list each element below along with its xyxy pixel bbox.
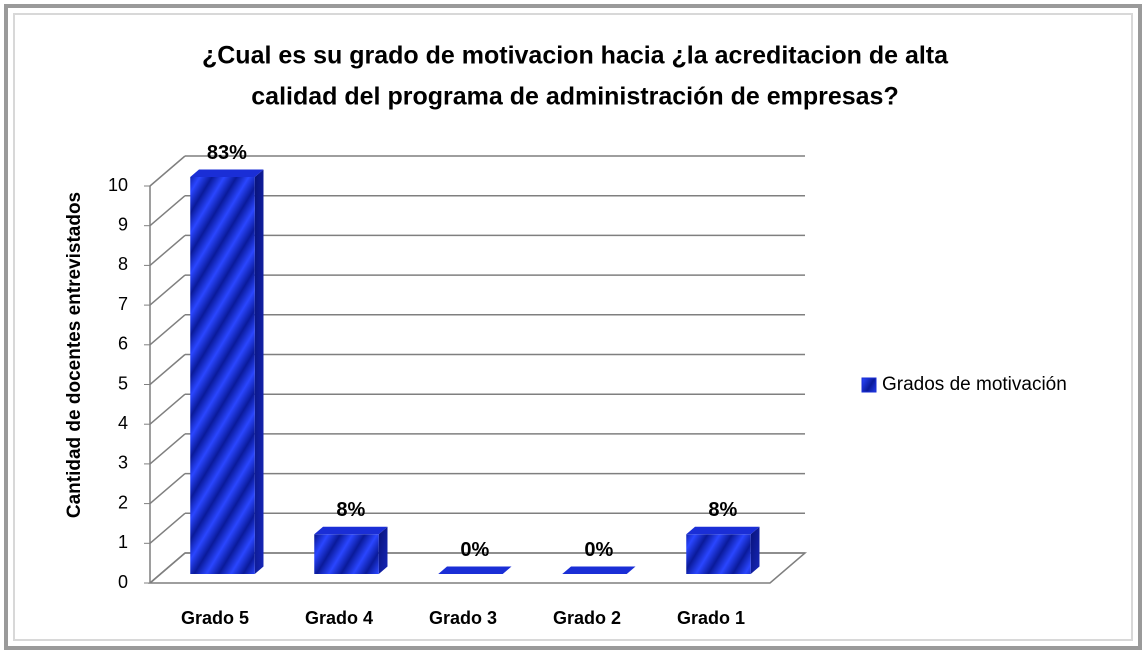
- bar: [190, 169, 264, 574]
- bar-top: [686, 526, 760, 535]
- y-tick-label: 2: [118, 492, 128, 512]
- grid-line: [149, 473, 186, 505]
- bar-side: [378, 526, 388, 574]
- inner-frame: [13, 13, 1133, 641]
- grid-line: [149, 433, 186, 465]
- grid-line: [149, 195, 186, 227]
- legend-swatch: [861, 377, 877, 393]
- y-axis-label: Cantidad de docentes entrevistados: [64, 192, 85, 518]
- y-tick-label: 7: [118, 294, 128, 314]
- y-tick-label: 8: [118, 254, 128, 274]
- y-tick-label: 10: [108, 175, 128, 195]
- y-tick-label: 5: [118, 373, 128, 393]
- y-tick-label: 9: [118, 214, 128, 234]
- x-tick-label: Grado 4: [305, 608, 373, 628]
- bar: [314, 526, 388, 574]
- grid-line: [149, 274, 186, 306]
- value-label: 83%: [207, 142, 247, 164]
- bar-top: [190, 169, 264, 177]
- y-tick-label: 3: [118, 453, 128, 473]
- grid-line: [149, 314, 186, 346]
- chart-title: ¿Cual es su grado de motivacion hacia ¿l…: [202, 42, 949, 70]
- value-label: 8%: [336, 499, 365, 521]
- grid-line: [149, 234, 186, 266]
- value-label: 8%: [708, 499, 737, 521]
- bar: [686, 526, 760, 574]
- floor: [147, 552, 808, 584]
- y-tick-label: 4: [118, 413, 128, 433]
- bar-front: [190, 177, 255, 574]
- y-tick-label: 0: [118, 572, 128, 592]
- grid-line: [149, 512, 186, 544]
- value-label: 0%: [460, 539, 489, 561]
- bar-side: [254, 169, 264, 574]
- bar-top: [314, 526, 388, 535]
- legend-label: Grados de motivación: [882, 374, 1067, 395]
- y-tick-label: 6: [118, 334, 128, 354]
- bar-top: [438, 566, 512, 574]
- x-tick-label: Grado 3: [429, 608, 497, 628]
- y-tick-label: 1: [118, 532, 128, 552]
- grid-line: [149, 353, 186, 386]
- x-tick-label: Grado 1: [677, 608, 745, 628]
- x-tick-label: Grado 5: [181, 608, 249, 628]
- bar-side: [750, 526, 760, 574]
- grid-line: [149, 393, 186, 425]
- value-label: 0%: [584, 539, 613, 561]
- bar-front: [686, 534, 751, 574]
- bar-top: [562, 566, 636, 574]
- bar: [438, 566, 512, 574]
- grid-line: [149, 155, 186, 187]
- bar: [562, 566, 636, 574]
- bar-front: [314, 534, 379, 574]
- x-tick-label: Grado 2: [553, 608, 621, 628]
- chart-title: calidad del programa de administración d…: [251, 83, 898, 111]
